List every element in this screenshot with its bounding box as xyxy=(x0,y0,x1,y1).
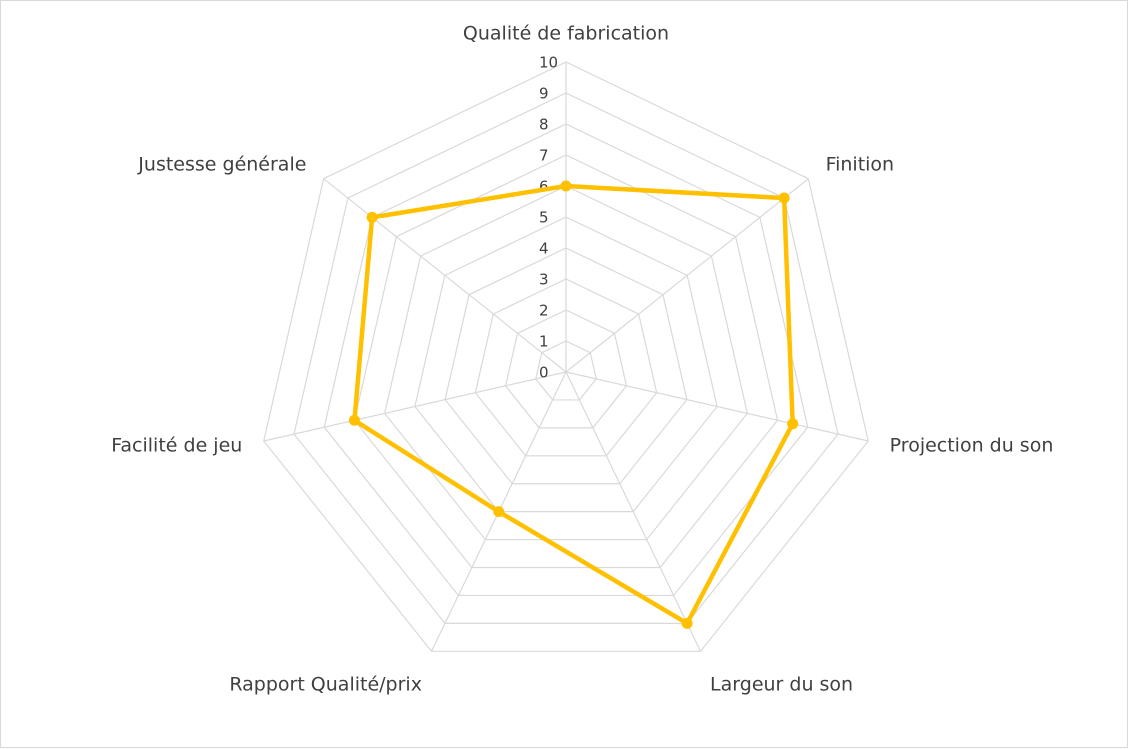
data-point xyxy=(348,414,360,426)
data-point xyxy=(493,506,505,518)
data-point xyxy=(681,617,693,629)
grid-ring-8 xyxy=(323,123,809,597)
data-point xyxy=(366,211,378,223)
tick-label: 7 xyxy=(539,147,549,165)
data-point xyxy=(560,180,572,192)
category-label: Qualité de fabrication xyxy=(463,23,669,45)
data-series xyxy=(348,180,799,629)
spoke-line xyxy=(263,371,567,442)
spoke-line xyxy=(565,178,809,373)
tick-label: 4 xyxy=(539,240,549,258)
tick-label: 0 xyxy=(539,364,549,382)
grid-ring-1 xyxy=(535,340,597,401)
category-label: Justesse générale xyxy=(137,154,306,176)
spoke-line xyxy=(565,371,702,652)
series-line xyxy=(352,183,795,626)
category-label: Rapport Qualité/prix xyxy=(229,674,422,696)
grid-ring-4 xyxy=(444,247,688,485)
grid-ring-6 xyxy=(384,185,748,541)
radial-axis-ticks: 0 1 2 3 4 5 6 7 8 9 10 xyxy=(539,54,558,382)
category-label: Projection du son xyxy=(890,434,1054,456)
tick-label: 10 xyxy=(539,54,558,72)
category-label: Finition xyxy=(826,154,895,176)
category-label: Facilité de jeu xyxy=(111,434,242,456)
spoke-line xyxy=(565,371,869,442)
grid-ring-9 xyxy=(293,92,839,624)
tick-label: 5 xyxy=(539,209,549,227)
radar-grid xyxy=(263,61,869,652)
spoke-line xyxy=(323,178,567,373)
tick-label: 1 xyxy=(539,333,549,351)
data-point xyxy=(778,192,790,204)
category-labels: Qualité de fabrication Finition Projection… xyxy=(111,23,1053,696)
tick-label: 3 xyxy=(539,271,549,289)
tick-label: 8 xyxy=(539,116,549,134)
grid-ring-7 xyxy=(353,154,779,569)
grid-ring-2 xyxy=(504,309,628,429)
grid-ring-10 xyxy=(263,61,869,652)
category-label: Largeur du son xyxy=(710,674,853,696)
data-point xyxy=(787,418,799,430)
grid-ring-5 xyxy=(414,216,718,513)
tick-label: 9 xyxy=(539,85,549,103)
tick-label: 2 xyxy=(539,302,549,320)
tick-label: 6 xyxy=(539,178,549,196)
grid-ring-3 xyxy=(474,278,658,457)
